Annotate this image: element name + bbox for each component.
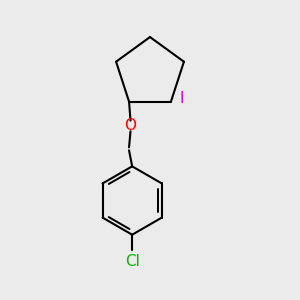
Text: Cl: Cl [125, 254, 140, 269]
Text: O: O [124, 118, 136, 134]
Text: I: I [180, 91, 184, 106]
